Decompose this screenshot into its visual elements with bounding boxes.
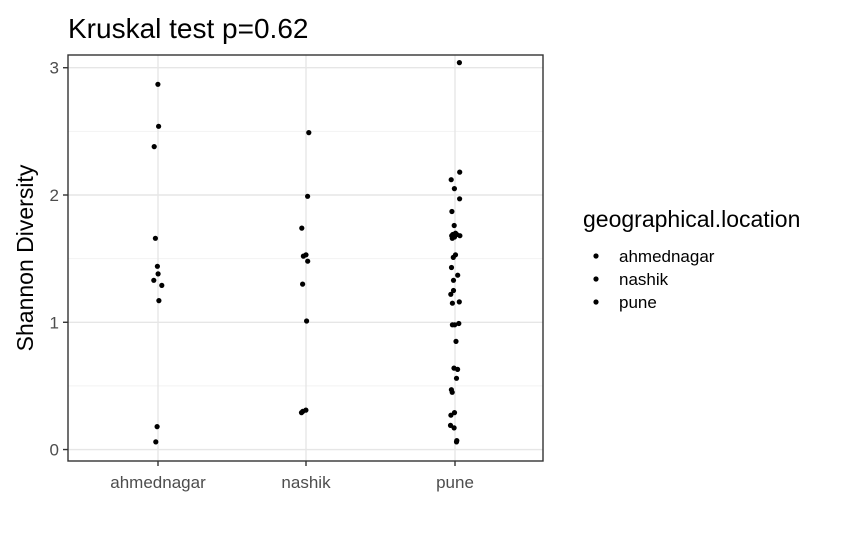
y-tick-label: 1 xyxy=(50,313,59,332)
legend-key-ahmednagar xyxy=(593,253,599,259)
data-point-pune xyxy=(449,235,455,241)
legend-key-nashik xyxy=(593,276,599,282)
data-point-pune xyxy=(448,264,455,271)
data-point-ahmednagar xyxy=(156,123,162,129)
legend-label-pune: pune xyxy=(619,293,657,312)
data-point-ahmednagar xyxy=(154,424,160,430)
data-point-pune xyxy=(457,196,463,202)
data-point-pune xyxy=(448,291,454,297)
data-point-pune xyxy=(457,233,463,239)
data-point-pune xyxy=(448,177,454,183)
data-point-nashik xyxy=(305,193,311,199)
data-point-ahmednagar xyxy=(153,439,159,445)
data-point-ahmednagar xyxy=(151,144,157,150)
data-point-pune xyxy=(456,320,462,327)
legend-title: geographical.location xyxy=(583,206,800,232)
data-point-nashik xyxy=(300,253,306,259)
data-point-nashik xyxy=(306,130,312,136)
legend-label-ahmednagar: ahmednagar xyxy=(619,247,715,266)
data-point-pune xyxy=(455,366,461,372)
data-point-pune xyxy=(449,322,455,328)
x-tick-label: pune xyxy=(436,473,474,492)
legend-label-nashik: nashik xyxy=(619,270,669,289)
legend: geographical.location ahmednagar nashik pu… xyxy=(583,206,800,312)
data-point-pune xyxy=(457,169,463,175)
data-point-pune xyxy=(449,208,455,215)
data-point-ahmednagar xyxy=(155,271,161,277)
data-point-pune xyxy=(451,425,457,431)
data-point-pune xyxy=(451,222,457,229)
x-tick-label: nashik xyxy=(281,473,331,492)
data-point-pune xyxy=(449,389,455,395)
data-point-pune xyxy=(455,272,461,278)
data-point-pune xyxy=(451,410,458,416)
x-tick-label: ahmednagar xyxy=(110,473,206,492)
data-point-pune xyxy=(453,439,460,445)
data-point-pune xyxy=(448,412,454,418)
data-point-pune xyxy=(451,186,457,192)
data-point-pune xyxy=(450,287,457,294)
data-point-pune xyxy=(453,338,459,344)
data-point-pune xyxy=(456,299,462,305)
data-point-ahmednagar xyxy=(155,81,161,87)
data-point-nashik xyxy=(305,258,311,264)
data-point-pune xyxy=(456,60,462,66)
data-point-ahmednagar xyxy=(154,263,160,269)
y-tick-label: 0 xyxy=(50,441,59,460)
plot-panel xyxy=(67,54,544,462)
chart-title: Kruskal test p=0.62 xyxy=(68,13,308,44)
data-point-ahmednagar xyxy=(159,282,165,288)
data-point-ahmednagar xyxy=(151,277,157,283)
data-point-nashik xyxy=(298,410,305,416)
data-point-nashik xyxy=(299,225,305,231)
y-tick-label: 2 xyxy=(50,186,59,205)
data-point-nashik xyxy=(300,281,306,287)
data-point-pune xyxy=(450,254,456,260)
data-point-pune xyxy=(449,300,455,306)
data-point-ahmednagar xyxy=(152,235,158,241)
data-point-pune xyxy=(450,277,457,283)
legend-key-pune xyxy=(593,299,599,305)
data-point-pune xyxy=(453,375,460,381)
data-point-ahmednagar xyxy=(156,298,162,304)
y-axis-title: Shannon Diversity xyxy=(12,164,38,351)
data-point-nashik xyxy=(304,318,310,324)
y-tick-label: 3 xyxy=(50,59,59,78)
